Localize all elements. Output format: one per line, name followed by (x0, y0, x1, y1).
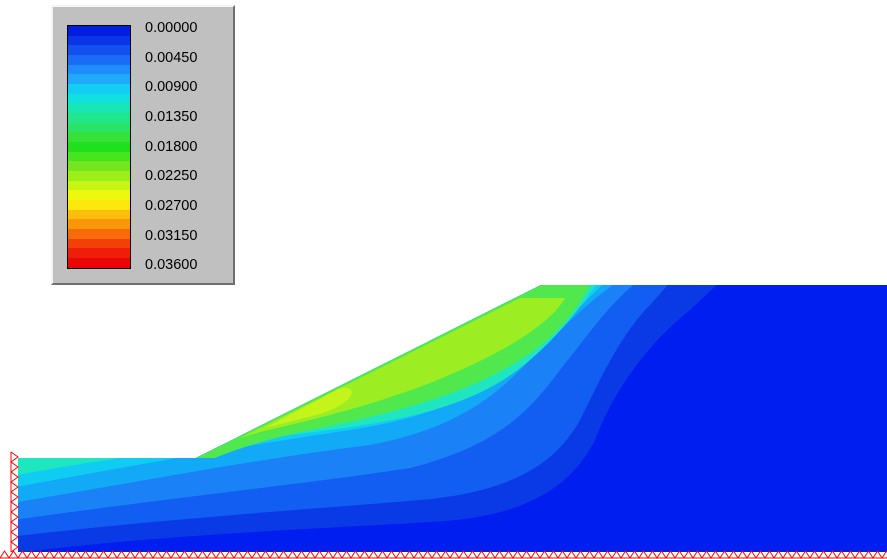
legend-label-6: 0.02700 (145, 198, 198, 214)
legend-label-4: 0.01800 (145, 139, 198, 155)
legend-label-5: 0.02250 (145, 168, 198, 184)
legend-color-step (68, 238, 130, 249)
legend-color-step (68, 248, 130, 259)
legend-color-step (68, 151, 130, 162)
legend-label-7: 0.03150 (145, 228, 198, 244)
contour-band-9 (265, 387, 352, 428)
legend-color-step (68, 142, 130, 152)
legend-color-step (68, 219, 130, 230)
legend-labels: 0.00000 0.00450 0.00900 0.01350 0.01800 … (145, 20, 231, 278)
legend-color-step (68, 113, 130, 123)
legend-color-step (68, 74, 130, 85)
legend-color-step (68, 161, 130, 172)
legend-color-step (68, 180, 130, 191)
legend-color-step (68, 229, 130, 239)
legend-color-step (68, 209, 130, 220)
legend-color-step (68, 190, 130, 201)
legend-label-8: 0.03600 (145, 257, 198, 273)
legend-color-step (68, 55, 130, 65)
legend-color-step (68, 122, 130, 133)
legend-label-3: 0.01350 (145, 109, 198, 125)
legend-color-step (68, 84, 130, 94)
legend-color-step (68, 35, 130, 46)
contour-field (18, 285, 887, 552)
bottom-support-triangles (0, 550, 887, 559)
bottom-boundary-supports (0, 550, 887, 559)
legend-color-step (68, 258, 130, 268)
legend-label-2: 0.00900 (145, 79, 198, 95)
legend-color-step (68, 171, 130, 181)
legend-label-0: 0.00000 (145, 20, 198, 36)
legend-color-step (68, 93, 130, 104)
legend-color-step (68, 103, 130, 114)
legend-color-step (68, 64, 130, 75)
legend-color-step (68, 200, 130, 210)
legend-color-step (68, 45, 130, 56)
legend-label-1: 0.00450 (145, 50, 198, 66)
legend-color-bar (67, 25, 131, 269)
legend-color-step (68, 132, 130, 143)
legend-color-step (68, 26, 130, 36)
color-legend: 0.00000 0.00450 0.00900 0.01350 0.01800 … (51, 5, 235, 285)
left-boundary-supports (10, 451, 19, 553)
